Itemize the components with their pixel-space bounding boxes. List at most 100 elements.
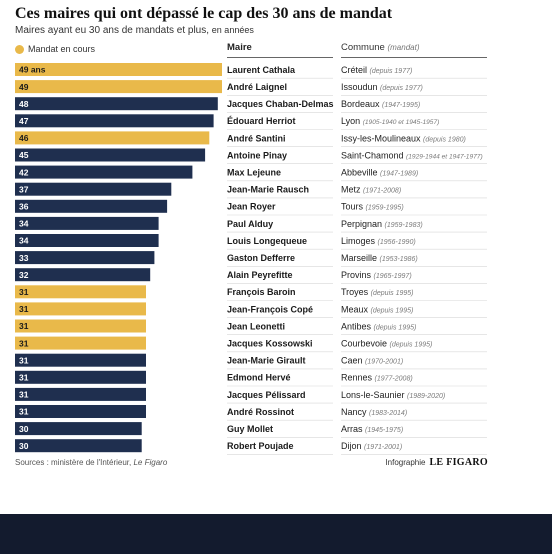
maire-name: Gaston Defferre: [227, 253, 295, 263]
maire-name: François Baroin: [227, 287, 296, 297]
commune-name: Nancy: [341, 407, 369, 417]
mandat-period: (1977-2008): [375, 376, 413, 383]
maire-name: Guy Mollet: [227, 424, 273, 434]
commune-label: Issoudun (depuis 1977): [341, 82, 423, 92]
bar: [15, 165, 193, 179]
bar: [15, 405, 146, 418]
mandat-period: (depuis 1995): [371, 290, 414, 297]
mandat-period: (1905-1940 et 1945-1957): [363, 119, 440, 126]
maire-name: Jean-Marie Rausch: [227, 185, 309, 195]
bar-chart: 49 ans Laurent Cathala Créteil (depuis 197…: [15, 63, 487, 455]
mandat-period: (1971-2008): [363, 188, 401, 195]
commune-label: Meaux (depuis 1995): [341, 304, 413, 314]
commune-name: Saint-Chamond: [341, 150, 406, 160]
bar-value-label: 34: [19, 219, 29, 229]
bar: [15, 285, 146, 299]
bar-value-label: 30: [19, 441, 29, 451]
maire-name: Louis Longequeue: [227, 236, 307, 246]
commune-name: Perpignan: [341, 219, 385, 229]
bar-value-label: 34: [19, 236, 29, 246]
mandat-period: (depuis 1995): [371, 307, 414, 314]
mandat-period: (1929-1944 et 1947-1977): [406, 153, 483, 160]
bar: [15, 439, 142, 453]
source-prefix: Sources : ministère de l'Intérieur,: [15, 458, 132, 467]
subtitle-text: Maires ayant eu 30 ans de mandats et plu…: [15, 25, 210, 36]
maire-name: Jean Royer: [227, 202, 276, 212]
mandat-period: (1983-2014): [369, 410, 407, 417]
commune-label: Marseille (1953-1986): [341, 253, 418, 263]
bar: [15, 182, 172, 196]
bar-value-label: 31: [19, 338, 29, 348]
column-header-commune-label: Commune: [341, 42, 385, 53]
maire-name: Édouard Herriot: [227, 116, 296, 126]
mandat-period: (depuis 1980): [423, 136, 466, 143]
maire-name: André Laignel: [227, 82, 287, 92]
commune-label: Nancy (1983-2014): [341, 407, 407, 417]
bar: [15, 370, 146, 384]
maire-name: Alain Peyrefitte: [227, 270, 293, 280]
bar: [15, 302, 146, 316]
maire-name: Paul Alduy: [227, 219, 273, 229]
subtitle-unit: en années: [211, 25, 254, 35]
commune-name: Arras: [341, 424, 365, 434]
commune-label: Lons-le-Saunier (1989-2020): [341, 390, 445, 400]
mandat-period: (1956-1990): [378, 239, 416, 246]
le-figaro-logo: LE FIGARO: [429, 457, 488, 468]
commune-header-rule: [341, 57, 487, 58]
chart-title: Ces maires qui ont dépassé le cap des 30…: [15, 5, 393, 22]
maire-name: Max Lejeune: [227, 168, 281, 178]
bar-value-label: 32: [19, 270, 29, 280]
mandat-period: (1947-1989): [380, 171, 418, 178]
mandat-period: (1953-1986): [380, 256, 418, 263]
mandat-period: (1945-1975): [365, 427, 403, 434]
bar-value-label: 31: [19, 287, 29, 297]
bar-value-label: 31: [19, 304, 29, 314]
column-header-maire: Maire: [227, 42, 252, 53]
bar: [15, 319, 146, 333]
legend: Mandat en cours: [15, 42, 95, 56]
credit: Infographie LE FIGARO: [385, 457, 488, 468]
maire-name: Jean-François Copé: [227, 304, 313, 314]
bar: [15, 387, 146, 401]
maire-name: Jean Leonetti: [227, 321, 285, 331]
commune-name: Lyon: [341, 116, 363, 126]
mandat-period: (1970-2001): [365, 359, 403, 366]
commune-name: Lons-le-Saunier: [341, 390, 407, 400]
bar-value-label: 31: [19, 355, 29, 365]
bar: [15, 199, 168, 213]
commune-label: Antibes (depuis 1995): [341, 321, 416, 331]
maire-name: Robert Poujade: [227, 441, 294, 451]
commune-name: Metz: [341, 185, 363, 195]
bar: [15, 131, 210, 145]
maire-name: Jacques Chaban-Delmas: [227, 99, 334, 109]
maire-header-rule: [227, 57, 333, 58]
maire-name: Edmond Hervé: [227, 373, 291, 383]
commune-name: Antibes: [341, 321, 374, 331]
commune-name: Marseille: [341, 253, 380, 263]
commune-name: Bordeaux: [341, 99, 382, 109]
bar-value-label: 37: [19, 184, 29, 194]
bar-value-label: 48: [19, 99, 29, 109]
bar-value-label: 45: [19, 150, 29, 160]
commune-name: Provins: [341, 270, 374, 280]
commune-name: Dijon: [341, 441, 364, 451]
commune-label: Courbevoie (depuis 1995): [341, 339, 432, 349]
bar-value-label: 31: [19, 390, 29, 400]
commune-label: Abbeville (1947-1989): [341, 168, 418, 178]
bar-value-label: 33: [19, 253, 29, 263]
commune-label: Limoges (1956-1990): [341, 236, 416, 246]
commune-label: Arras (1945-1975): [341, 424, 403, 434]
bar: [15, 216, 159, 230]
commune-label: Tours (1959-1995): [341, 202, 404, 212]
commune-label: Metz (1971-2008): [341, 185, 401, 195]
bar: [15, 148, 206, 162]
bar: [15, 97, 218, 111]
commune-name: Issoudun: [341, 82, 380, 92]
commune-name: Limoges: [341, 236, 378, 246]
mandat-period: (depuis 1995): [374, 324, 417, 331]
maire-name: André Santini: [227, 133, 286, 143]
mandat-period: (depuis 1977): [380, 85, 423, 92]
commune-label: Caen (1970-2001): [341, 356, 403, 366]
bar-value-label: 31: [19, 321, 29, 331]
commune-name: Abbeville: [341, 168, 380, 178]
